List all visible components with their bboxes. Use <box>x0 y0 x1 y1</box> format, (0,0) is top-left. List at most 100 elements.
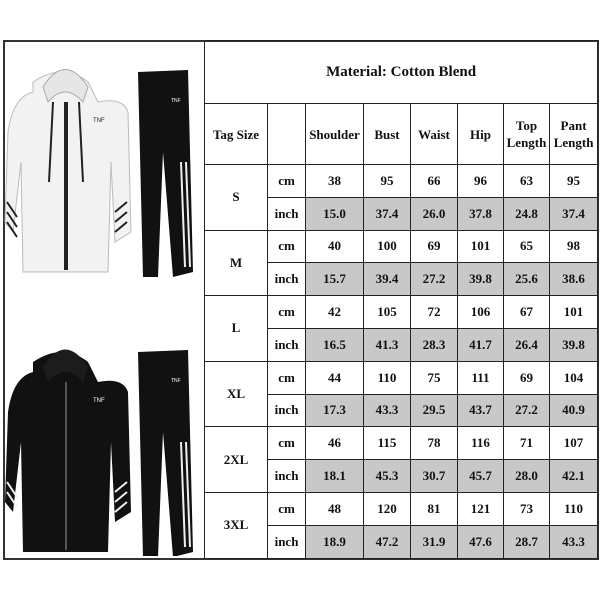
unit-label: cm <box>267 229 306 264</box>
measurement-cell: 104 <box>548 360 599 395</box>
measurement-cell: 78 <box>410 426 458 461</box>
measurement-cell: 72 <box>410 295 458 329</box>
measurement-cell: 47.2 <box>363 524 411 559</box>
measurement-cell: 28.3 <box>410 327 458 362</box>
measurement-cell: 75 <box>410 360 458 395</box>
measurement-cell: 69 <box>410 229 458 264</box>
measurement-cell: 66 <box>410 164 458 198</box>
material-title: Material: Cotton Blend <box>203 40 599 104</box>
measurement-cell: 45.7 <box>457 459 504 493</box>
measurement-cell: 48 <box>305 491 364 526</box>
measurement-cell: 116 <box>457 426 504 461</box>
measurement-cell: 25.6 <box>503 262 550 297</box>
header-pant-line1: Pant <box>560 118 587 133</box>
measurement-cell: 110 <box>363 360 411 395</box>
header-bust: Bust <box>363 103 411 165</box>
measurement-cell: 26.0 <box>410 196 458 231</box>
measurement-cell: 28.0 <box>503 459 550 493</box>
measurement-cell: 106 <box>457 295 504 329</box>
unit-label: cm <box>267 426 306 461</box>
size-row-cm: 2XL cm 46 115 78 116 71 107 <box>204 426 599 493</box>
measurement-cell: 44 <box>305 360 364 395</box>
measurement-cell: 121 <box>457 491 504 526</box>
header-top-length: Top Length <box>503 103 550 165</box>
measurement-cell: 40.9 <box>548 393 599 428</box>
measurement-cell: 43.3 <box>363 393 411 428</box>
measurement-cell: 101 <box>457 229 504 264</box>
unit-label: inch <box>267 196 306 231</box>
size-row-inch: inch 16.5 41.3 28.3 41.7 26.4 39.8 <box>205 327 599 362</box>
measurement-cell: 38.6 <box>548 262 599 297</box>
svg-text:TNF: TNF <box>171 378 181 384</box>
header-shoulder: Shoulder <box>305 103 364 165</box>
measurement-cell: 69 <box>503 360 550 395</box>
measurement-cell: 37.4 <box>363 196 411 231</box>
measurement-cell: 41.3 <box>363 327 411 362</box>
measurement-cell: 38 <box>305 164 364 198</box>
svg-text:TNF: TNF <box>93 118 105 124</box>
measurement-cell: 46 <box>305 426 364 461</box>
measurement-cell: 120 <box>363 491 411 526</box>
measurement-cell: 28.7 <box>503 524 550 559</box>
size-label: L <box>204 295 268 362</box>
size-row-inch: inch 17.3 43.3 29.5 43.7 27.2 40.9 <box>205 393 599 428</box>
measurement-cell: 18.9 <box>305 524 364 559</box>
unit-label: cm <box>267 295 306 329</box>
svg-text:TNF: TNF <box>171 98 181 104</box>
measurement-cell: 115 <box>363 426 411 461</box>
measurement-cell: 39.8 <box>457 262 504 297</box>
measurement-cell: 96 <box>457 164 504 198</box>
measurement-cell: 16.5 <box>305 327 364 362</box>
measurement-cell: 67 <box>503 295 550 329</box>
measurement-cell: 29.5 <box>410 393 458 428</box>
measurement-cell: 41.7 <box>457 327 504 362</box>
size-row-inch: inch 15.7 39.4 27.2 39.8 25.6 38.6 <box>205 262 599 297</box>
unit-label: inch <box>267 262 306 297</box>
measurement-cell: 39.8 <box>548 327 599 362</box>
measurement-cell: 18.1 <box>305 459 364 493</box>
measurement-cell: 45.3 <box>363 459 411 493</box>
size-label: M <box>204 229 268 297</box>
measurement-cell: 31.9 <box>410 524 458 559</box>
measurement-cell: 95 <box>363 164 411 198</box>
header-pant-length: Pant Length <box>548 103 599 165</box>
header-pant-line2: Length <box>553 135 594 150</box>
measurement-cell: 27.2 <box>503 393 550 428</box>
header-row: Tag Size Shoulder Bust Waist Hip Top Leng… <box>204 103 599 165</box>
size-row-inch: inch 18.1 45.3 30.7 45.7 28.0 42.1 <box>205 459 599 493</box>
measurement-cell: 111 <box>457 360 504 395</box>
measurement-cell: 65 <box>503 229 550 264</box>
header-tag-size: Tag Size <box>204 103 268 165</box>
measurement-cell: 47.6 <box>457 524 504 559</box>
measurement-cell: 100 <box>363 229 411 264</box>
measurement-cell: 40 <box>305 229 364 264</box>
measurement-cell: 27.2 <box>410 262 458 297</box>
measurement-cell: 24.8 <box>503 196 550 231</box>
measurement-cell: 17.3 <box>305 393 364 428</box>
measurement-cell: 42 <box>305 295 364 329</box>
unit-label: inch <box>267 459 306 493</box>
measurement-cell: 26.4 <box>503 327 550 362</box>
measurement-cell: 95 <box>548 164 599 198</box>
header-unit <box>267 103 306 165</box>
size-chart-table: Material: Cotton Blend Tag Size Shoulder… <box>203 40 599 559</box>
unit-label: inch <box>267 327 306 362</box>
size-label: 3XL <box>204 491 268 559</box>
svg-text:TNF: TNF <box>93 398 105 404</box>
measurement-cell: 43.3 <box>548 524 599 559</box>
white-tracksuit-image: TNF TNF <box>4 69 193 277</box>
measurement-cell: 43.7 <box>457 393 504 428</box>
header-top-line1: Top <box>515 118 538 133</box>
measurement-cell: 110 <box>548 491 599 526</box>
unit-label: cm <box>267 491 306 526</box>
unit-label: inch <box>267 393 306 428</box>
measurement-cell: 37.4 <box>548 196 599 231</box>
size-row-inch: inch 18.9 47.2 31.9 47.6 28.7 43.3 <box>205 524 599 559</box>
measurement-cell: 15.7 <box>305 262 364 297</box>
measurement-cell: 81 <box>410 491 458 526</box>
size-row-inch: inch 15.0 37.4 26.0 37.8 24.8 37.4 <box>205 196 599 231</box>
size-row-cm: 3XL cm 48 120 81 121 73 110 <box>204 491 599 559</box>
size-label: XL <box>204 360 268 428</box>
